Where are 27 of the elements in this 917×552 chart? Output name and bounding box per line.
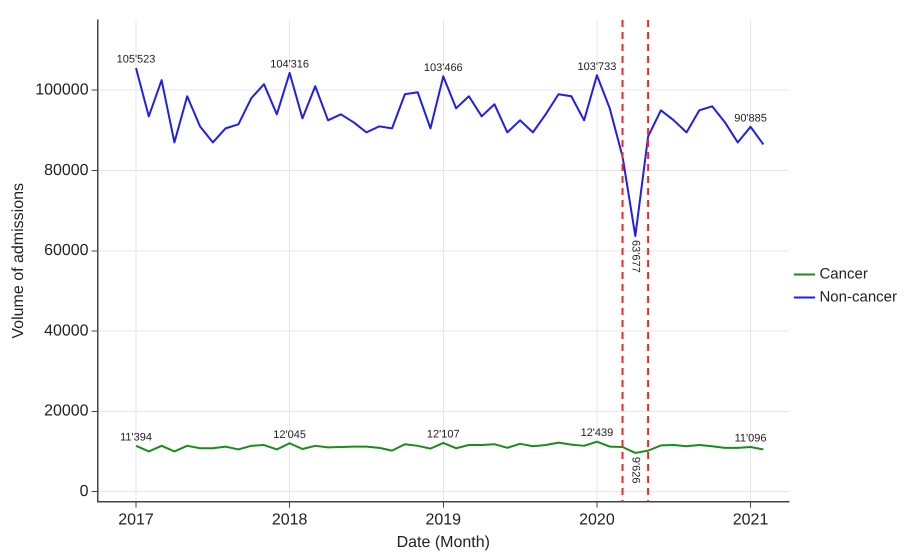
x-tick-label: 2019 [425,512,462,529]
y-tick-label: 60000 [44,242,89,260]
data-label: 90'885 [734,112,767,124]
legend-label: Non-cancer [819,288,898,306]
y-axis-title: Volume of admissions [10,182,28,339]
data-label: 12'439 [580,427,614,440]
x-axis-title: Date (Month) [396,534,490,551]
x-tick-label: 2018 [272,512,308,529]
data-label: 105'523 [116,54,156,66]
y-tick-label: 20000 [44,402,89,420]
data-label: 12'107 [426,428,460,441]
data-label: 104'316 [270,58,310,70]
legend-label: Cancer [819,266,868,283]
x-tick-label: 2020 [579,512,615,529]
data-label: 12'045 [273,428,306,441]
data-label: 103'733 [578,60,616,73]
y-tick-label: 80000 [44,162,89,179]
data-label: 9'626 [629,456,642,484]
data-label: 103'466 [424,62,463,74]
x-tick-label: 2017 [118,512,154,529]
y-tick-label: 40000 [44,322,89,340]
data-label: 63'677 [629,240,642,273]
y-tick-label: 0 [80,482,89,500]
x-tick-label: 2021 [732,512,768,529]
data-label: 11'096 [734,432,766,445]
data-label: 11'394 [120,431,152,444]
y-tick-label: 100000 [35,82,89,99]
